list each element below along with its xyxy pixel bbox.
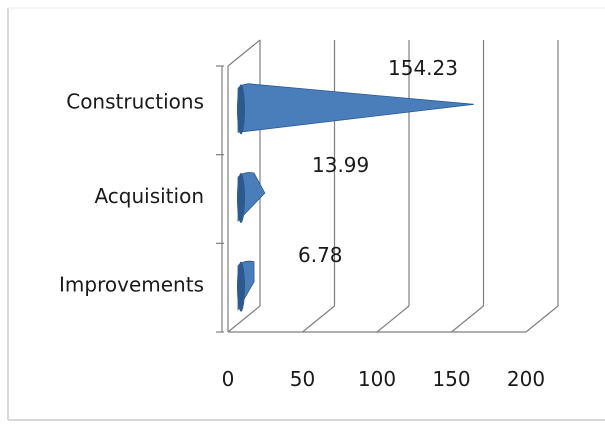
category-label-constructions: Constructions [66,89,204,113]
bar-base-acquisition [237,173,245,223]
gridline-floor-150 [451,305,484,333]
x-tick-label-100: 100 [358,367,396,391]
bar-base-improvements [237,261,245,312]
data-label-improvements: 6.78 [298,243,343,267]
gridline-floor-100 [376,305,410,333]
category-label-improvements: Improvements [59,273,204,297]
gridline-floor-50 [302,305,335,333]
gridline-floor-0 [227,305,261,333]
x-tick-label-200: 200 [507,367,545,391]
bar-acquisition [237,172,266,222]
wall-top-edge [227,39,261,67]
category-label-acquisition: Acquisition [94,184,204,208]
x-tick-label-50: 50 [290,367,315,391]
gridline-floor-200 [525,305,559,333]
bar-constructions [237,83,474,133]
data-label-acquisition: 13.99 [312,153,369,177]
x-tick-label-150: 150 [432,367,470,391]
x-tick-label-0: 0 [222,367,235,391]
bar-base-constructions [237,84,245,135]
data-label-constructions: 154.23 [388,56,458,80]
